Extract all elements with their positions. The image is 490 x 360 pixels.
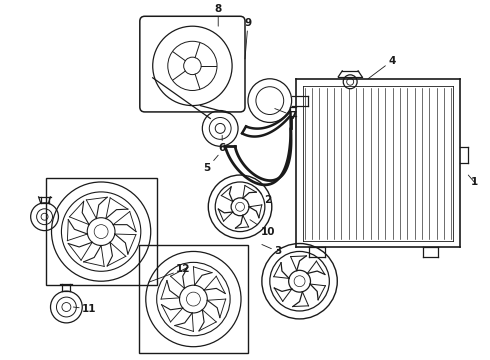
Text: 1: 1	[468, 175, 478, 187]
Text: 7: 7	[275, 109, 296, 121]
Text: 5: 5	[204, 155, 218, 173]
Text: 10: 10	[250, 220, 275, 237]
Text: 9: 9	[245, 18, 251, 59]
Bar	[46, 178, 157, 285]
Text: 12: 12	[149, 264, 191, 282]
Text: 8: 8	[215, 4, 222, 26]
Text: 3: 3	[262, 244, 281, 256]
Text: 6: 6	[219, 135, 226, 153]
Text: 11: 11	[74, 304, 97, 314]
Text: 2: 2	[256, 188, 271, 205]
Bar	[139, 246, 248, 353]
Text: 4: 4	[368, 56, 395, 79]
